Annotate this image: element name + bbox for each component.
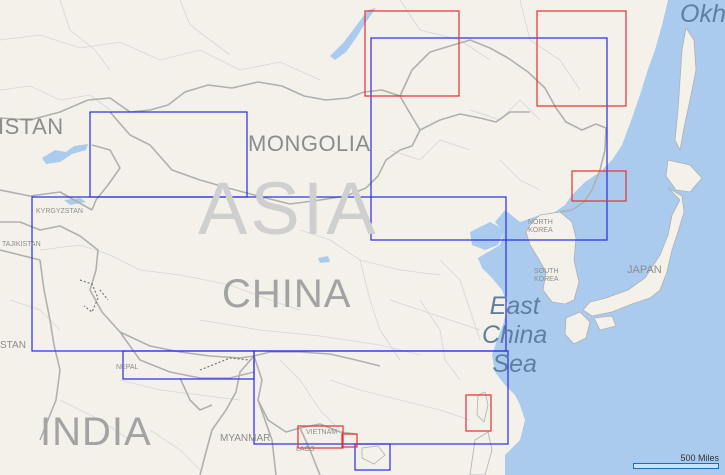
label-laos: LAOS — [296, 446, 315, 453]
label-vietnam: VIETNAM — [306, 429, 338, 436]
sakhalin — [674, 26, 697, 152]
red-boxes — [297, 10, 627, 449]
pacific-ocean — [478, 0, 725, 475]
lake-balkhash — [42, 144, 88, 164]
lake-qinghai — [318, 256, 330, 263]
bohai-gulf — [470, 222, 505, 250]
scale-label: 500 Miles — [680, 453, 719, 463]
blue-box-north[interactable] — [370, 37, 608, 241]
red-box-baikal[interactable] — [364, 10, 460, 97]
red-box-korea[interactable] — [571, 170, 627, 202]
label-north-korea: NORTH KOREA — [528, 219, 553, 234]
label-stan-bottom: STAN — [0, 340, 26, 351]
label-istan: ISTAN — [0, 114, 64, 139]
label-south-korea: SOUTH KOREA — [534, 268, 559, 283]
red-box-vietnam-b[interactable] — [341, 433, 358, 448]
disputed-borders — [79, 279, 251, 371]
scale-bar: 500 Miles — [633, 453, 719, 471]
label-east-china-sea: East China Sea — [482, 292, 548, 378]
hainan — [361, 445, 386, 465]
philippines — [469, 431, 493, 475]
label-asia: ASIA — [198, 167, 379, 250]
lake-issyk-kul — [64, 198, 86, 205]
blue-box-nepal[interactable] — [122, 350, 255, 380]
label-myanmar: MYANMAR — [220, 433, 271, 444]
blue-boxes — [31, 37, 608, 471]
scale-bar-graphic — [633, 463, 719, 469]
label-mongolia: MONGOLIA — [248, 131, 371, 156]
label-tajikistan: TAJIKISTAN — [2, 241, 41, 248]
label-india: INDIA — [40, 410, 152, 454]
country-borders — [0, 39, 607, 475]
japan-kyushu — [564, 311, 591, 345]
red-box-amur[interactable] — [536, 10, 627, 107]
red-box-vietnam-a[interactable] — [297, 425, 344, 449]
label-nepal: NEPAL — [116, 364, 139, 371]
korean-peninsula — [525, 211, 580, 305]
label-okhotsk: Okh — [680, 0, 725, 28]
red-box-taiwan[interactable] — [465, 394, 492, 432]
label-kyrgyzstan: KYRGYZSTAN — [36, 208, 83, 215]
taiwan — [476, 391, 489, 423]
label-china: CHINA — [222, 272, 352, 316]
japan-shikoku — [593, 315, 617, 331]
label-japan: JAPAN — [627, 264, 662, 276]
japan-honshu — [582, 187, 685, 317]
blue-box-hainan[interactable] — [354, 443, 391, 471]
japan-hokkaido — [665, 159, 703, 193]
province-borders — [0, 0, 581, 471]
